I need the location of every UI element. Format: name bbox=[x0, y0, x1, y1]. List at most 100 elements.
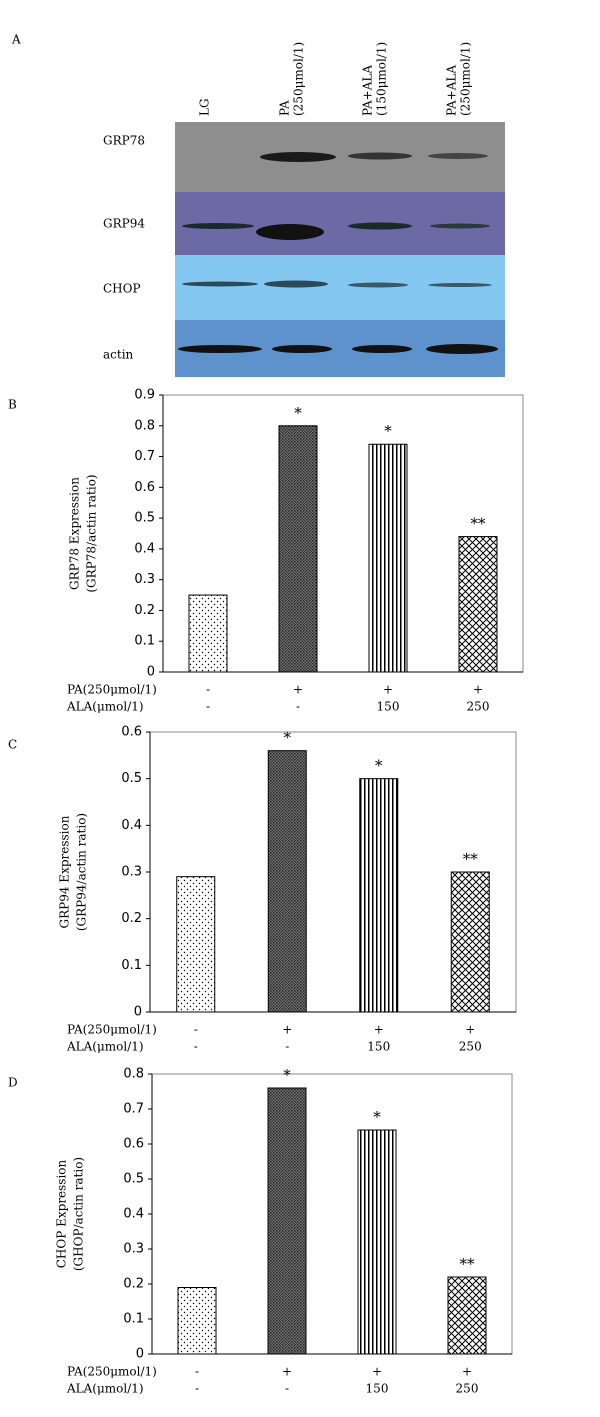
row-label: GRP94 bbox=[103, 217, 145, 231]
blot bbox=[175, 122, 505, 377]
y-tick-label: 0.8 bbox=[123, 1067, 144, 1082]
treatment-value: 250 bbox=[456, 1382, 479, 1396]
significance-mark: * bbox=[283, 1066, 291, 1084]
y-axis-label: (GRP78/actin ratio) bbox=[85, 474, 99, 592]
treatment-value: - bbox=[194, 1023, 198, 1037]
treatment-label: PA(250μmol/1) bbox=[67, 1365, 157, 1379]
significance-mark: * bbox=[375, 757, 383, 775]
y-tick-label: 0.6 bbox=[134, 480, 155, 495]
lane-label: PA+ALA bbox=[445, 65, 459, 116]
treatment-label: PA(250μmol/1) bbox=[67, 1023, 157, 1037]
y-tick-label: 0.3 bbox=[134, 572, 155, 587]
y-axis-label: GRP94 Expression bbox=[58, 815, 72, 928]
y-axis-label: (GRP94/actin ratio) bbox=[75, 813, 89, 931]
bar bbox=[188, 594, 228, 673]
bar bbox=[359, 778, 399, 1013]
treatment-value: - bbox=[285, 1382, 289, 1396]
panel-label: D bbox=[8, 1076, 18, 1090]
treatment-value: + bbox=[383, 683, 393, 697]
lane-label: (150μmol/1) bbox=[375, 42, 389, 116]
bar bbox=[267, 1087, 307, 1355]
treatment-value: + bbox=[293, 683, 303, 697]
treatment-value: 150 bbox=[377, 700, 400, 714]
significance-mark: * bbox=[384, 422, 392, 440]
treatment-label: PA(250μmol/1) bbox=[67, 683, 157, 697]
treatment-value: - bbox=[206, 700, 210, 714]
bar bbox=[368, 443, 408, 673]
significance-mark: ** bbox=[471, 515, 487, 533]
y-tick-label: 0 bbox=[134, 1005, 142, 1020]
y-tick-label: 0.2 bbox=[121, 911, 142, 926]
lane-label: (250μmol/1) bbox=[459, 42, 473, 116]
bar bbox=[177, 1287, 217, 1355]
treatment-value: - bbox=[195, 1382, 199, 1396]
treatment-value: + bbox=[465, 1023, 475, 1037]
treatment-value: - bbox=[285, 1040, 289, 1054]
significance-mark: * bbox=[294, 404, 302, 422]
lane-label: LG bbox=[198, 98, 212, 116]
bar bbox=[450, 871, 490, 1013]
significance-mark: ** bbox=[463, 850, 479, 868]
lane-label: PA+ALA bbox=[361, 65, 375, 116]
bar bbox=[267, 750, 307, 1013]
y-axis-label: CHOP Expression bbox=[55, 1159, 69, 1268]
y-tick-label: 0.9 bbox=[134, 388, 155, 403]
treatment-label: ALA(μmol/1) bbox=[66, 1040, 144, 1054]
treatment-value: + bbox=[473, 683, 483, 697]
bar bbox=[447, 1276, 487, 1355]
significance-mark: * bbox=[373, 1108, 381, 1126]
treatment-value: + bbox=[374, 1023, 384, 1037]
treatment-value: 250 bbox=[467, 700, 490, 714]
treatment-value: - bbox=[296, 700, 300, 714]
y-tick-label: 0.6 bbox=[121, 725, 142, 740]
y-tick-label: 0.4 bbox=[134, 541, 155, 556]
y-tick-label: 0.5 bbox=[121, 771, 142, 786]
treatment-value: + bbox=[282, 1023, 292, 1037]
treatment-value: - bbox=[195, 1365, 199, 1379]
y-tick-label: 0 bbox=[147, 665, 155, 680]
y-tick-label: 0.3 bbox=[123, 1242, 144, 1257]
panel-label: C bbox=[8, 738, 17, 752]
y-tick-label: 0.2 bbox=[123, 1277, 144, 1292]
y-tick-label: 0.6 bbox=[123, 1137, 144, 1152]
treatment-value: + bbox=[372, 1365, 382, 1379]
y-tick-label: 0.2 bbox=[134, 603, 155, 618]
treatment-value: 150 bbox=[367, 1040, 390, 1054]
y-axis-label: (GHOP/actin ratio) bbox=[72, 1157, 86, 1271]
y-tick-label: 0.7 bbox=[134, 449, 155, 464]
treatment-label: ALA(μmol/1) bbox=[66, 1382, 144, 1396]
y-tick-label: 0.7 bbox=[123, 1102, 144, 1117]
treatment-value: 250 bbox=[459, 1040, 482, 1054]
row-label: actin bbox=[103, 348, 134, 362]
treatment-label: ALA(μmol/1) bbox=[66, 700, 144, 714]
y-tick-label: 0.3 bbox=[121, 865, 142, 880]
treatment-value: - bbox=[206, 683, 210, 697]
row-label: GRP78 bbox=[103, 134, 145, 148]
lane-label: (250μmol/1) bbox=[292, 42, 306, 116]
y-tick-label: 0.8 bbox=[134, 418, 155, 433]
treatment-value: + bbox=[462, 1365, 472, 1379]
panel-label: A bbox=[11, 33, 21, 47]
treatment-value: 150 bbox=[366, 1382, 389, 1396]
bar bbox=[357, 1129, 397, 1355]
bar bbox=[458, 536, 498, 673]
y-tick-label: 0.1 bbox=[121, 958, 142, 973]
y-tick-label: 0.1 bbox=[123, 1312, 144, 1327]
y-tick-label: 0.5 bbox=[123, 1172, 144, 1187]
row-label: CHOP bbox=[103, 282, 141, 296]
y-tick-label: 0.1 bbox=[134, 634, 155, 649]
panel-label: B bbox=[8, 398, 17, 412]
y-tick-label: 0.4 bbox=[123, 1207, 144, 1222]
bar bbox=[278, 425, 318, 673]
y-tick-label: 0.5 bbox=[134, 511, 155, 526]
significance-mark: * bbox=[284, 729, 292, 747]
y-tick-label: 0 bbox=[136, 1347, 144, 1362]
bar bbox=[176, 876, 216, 1013]
significance-mark: ** bbox=[460, 1255, 476, 1273]
y-tick-label: 0.4 bbox=[121, 818, 142, 833]
y-axis-label: GRP78 Expression bbox=[68, 477, 82, 590]
treatment-value: - bbox=[194, 1040, 198, 1054]
lane-label: PA bbox=[278, 100, 292, 116]
treatment-value: + bbox=[282, 1365, 292, 1379]
